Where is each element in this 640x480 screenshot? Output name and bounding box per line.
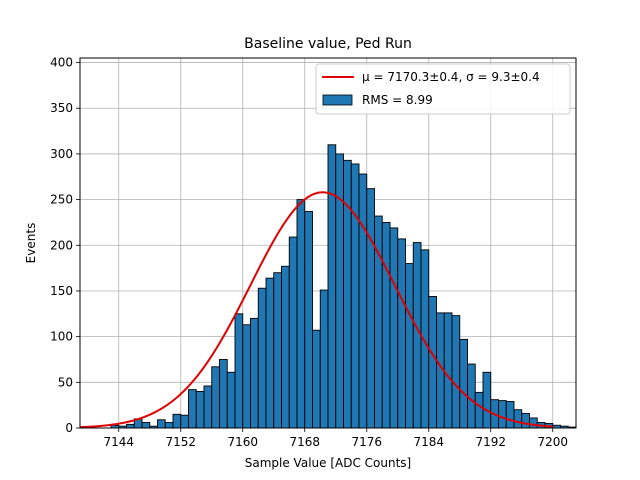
histogram-bar: [312, 329, 321, 429]
histogram-bar: [358, 173, 368, 429]
legend-fit-label: μ = 7170.3±0.4, σ = 9.3±0.4: [362, 70, 540, 84]
y-tick-label: 100: [50, 330, 73, 344]
y-axis-label: Events: [24, 223, 38, 264]
legend-box: [315, 63, 571, 115]
y-tick-label: 200: [50, 238, 73, 252]
chart-title: Baseline value, Ped Run: [244, 36, 412, 52]
y-tick-label: 350: [50, 101, 73, 115]
histogram-bar: [141, 422, 151, 429]
histogram-bar: [350, 163, 360, 429]
histogram-bar: [234, 313, 244, 429]
x-axis-ticks: 7144 7152 7160 7168 7176 7184 7192 7200: [103, 428, 568, 449]
histogram-bar: [397, 238, 406, 429]
histogram-bar: [226, 371, 236, 429]
x-tick-label: 7176: [351, 435, 382, 449]
x-tick-label: 7184: [413, 435, 444, 449]
histogram-bar: [381, 221, 391, 429]
y-axis-ticks: 0 50 100 150 200 250 300 350 400: [50, 56, 80, 435]
x-tick-label: 7144: [103, 435, 134, 449]
legend: μ = 7170.3±0.4, σ = 9.3±0.4 RMS = 8.99: [315, 63, 571, 115]
histogram-bar: [219, 359, 228, 429]
histogram-bar: [126, 423, 135, 429]
histogram-bar: [443, 312, 453, 429]
histogram-bar: [389, 227, 399, 429]
histogram-bar: [288, 236, 298, 429]
histogram-bar: [164, 422, 174, 429]
histogram-bar: [428, 295, 437, 429]
histogram-bar: [242, 324, 251, 429]
histogram-bar: [405, 263, 414, 429]
histogram-bar: [366, 188, 375, 429]
histogram-bar: [513, 409, 523, 429]
histogram-bar: [412, 242, 422, 429]
y-tick-label: 150: [50, 284, 73, 298]
histogram-bar: [529, 417, 538, 429]
histogram-bar: [459, 338, 468, 429]
legend-hist-swatch: [322, 94, 353, 106]
fit-curve: [79, 191, 553, 429]
y-tick-label: 400: [50, 56, 73, 70]
x-tick-label: 7152: [165, 435, 196, 449]
y-tick-label: 300: [50, 147, 73, 161]
histogram-bar: [467, 363, 476, 429]
histogram-bar: [343, 159, 352, 429]
histogram-bar: [157, 419, 166, 429]
y-tick-label: 50: [58, 375, 73, 389]
histogram-bar: [195, 391, 205, 429]
x-tick-label: 7192: [475, 435, 506, 449]
histogram-bar: [180, 414, 189, 429]
histogram-bar: [281, 265, 290, 429]
histogram-bar: [451, 315, 461, 429]
histogram-bar: [296, 199, 306, 429]
histogram-bars: [110, 144, 577, 429]
gaussian-fit: [79, 191, 553, 429]
histogram-bar: [335, 153, 344, 429]
histogram-bar: [327, 144, 337, 429]
histogram-bar: [505, 401, 515, 429]
histogram-bar: [265, 277, 275, 429]
x-axis-label: Sample Value [ADC Counts]: [245, 456, 411, 470]
legend-hist-label: RMS = 8.99: [362, 93, 433, 107]
histogram-bar: [203, 385, 213, 429]
histogram-bar: [521, 412, 530, 429]
histogram-bar: [250, 317, 259, 429]
plot-frame: [79, 57, 577, 429]
x-tick-label: 7168: [289, 435, 320, 449]
histogram-bar: [257, 287, 267, 429]
y-tick-label: 250: [50, 193, 73, 207]
histogram-bar: [211, 366, 220, 429]
histogram-bar: [304, 211, 313, 429]
histogram-bar: [498, 400, 507, 429]
histogram-bar: [474, 391, 484, 429]
x-tick-label: 7200: [537, 435, 568, 449]
histogram-bar: [319, 289, 329, 429]
x-tick-label: 7160: [227, 435, 258, 449]
histogram-bar: [273, 272, 282, 429]
histogram-bar: [172, 413, 182, 429]
histogram-bar: [188, 389, 197, 429]
histogram-bar: [482, 371, 492, 429]
y-tick-label: 0: [65, 421, 73, 435]
